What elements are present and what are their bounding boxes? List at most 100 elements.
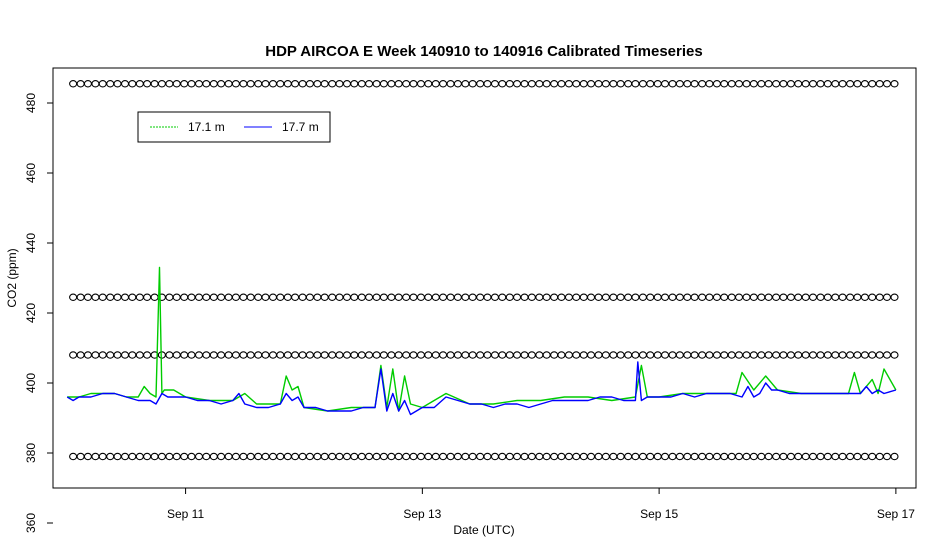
calibration-marker <box>394 80 403 88</box>
calibration-marker <box>846 293 855 301</box>
calibration-marker <box>335 351 344 359</box>
legend: 17.1 m 17.7 m <box>137 111 331 143</box>
calibration-marker <box>246 80 255 88</box>
calibration-marker <box>683 80 692 88</box>
calibration-marker <box>291 80 300 88</box>
calibration-marker <box>180 452 189 461</box>
calibration-marker <box>638 452 647 461</box>
calibration-marker <box>313 293 322 301</box>
calibration-marker <box>764 351 773 359</box>
calibration-marker <box>490 452 500 461</box>
calibration-marker <box>542 80 551 88</box>
calibration-marker <box>624 293 633 301</box>
calibration-marker <box>143 452 152 461</box>
series-line-17-1-m <box>67 266 897 412</box>
calibration-marker <box>601 351 610 359</box>
calibration-marker <box>416 351 426 359</box>
calibration-marker <box>498 452 507 461</box>
calibration-marker <box>846 452 855 461</box>
calibration-marker <box>98 80 107 88</box>
calibration-marker <box>690 351 699 359</box>
calibration-marker <box>128 80 137 88</box>
calibration-marker <box>535 293 544 301</box>
calibration-marker <box>202 351 211 359</box>
calibration-marker <box>668 80 677 88</box>
calibration-marker <box>224 452 233 461</box>
calibration-marker <box>609 80 618 88</box>
calibration-marker <box>305 293 314 301</box>
calibration-marker <box>335 80 344 88</box>
calibration-marker <box>217 80 226 88</box>
calibration-marker <box>313 351 322 359</box>
calibration-marker <box>409 80 418 88</box>
calibration-marker <box>616 351 625 359</box>
calibration-marker <box>76 452 85 461</box>
calibration-marker <box>542 293 551 301</box>
calibration-marker <box>461 452 470 461</box>
calibration-marker <box>638 293 647 301</box>
calibration-marker <box>217 293 226 301</box>
calibration-marker <box>624 80 633 88</box>
calibration-marker <box>690 80 699 88</box>
y-axis-label: CO2 (ppm) <box>5 248 19 307</box>
calibration-marker <box>572 80 581 88</box>
calibration-marker <box>690 452 699 461</box>
calibration-marker <box>860 452 869 461</box>
calibration-marker <box>157 80 166 88</box>
calibration-marker <box>291 293 300 301</box>
calibration-marker <box>749 452 758 461</box>
calibration-marker <box>638 351 647 359</box>
calibration-marker <box>764 293 773 301</box>
calibration-marker <box>616 293 625 301</box>
calibration-marker <box>187 293 196 301</box>
calibration-marker <box>76 80 85 88</box>
calibration-marker <box>254 80 263 88</box>
calibration-marker <box>120 293 130 301</box>
calibration-marker <box>520 351 529 359</box>
calibration-marker <box>527 351 536 359</box>
calibration-marker <box>675 452 684 461</box>
calibration-marker <box>372 80 381 88</box>
calibration-marker <box>698 80 707 88</box>
y-tick-label: 480 <box>24 93 38 113</box>
calibration-marker <box>387 452 396 461</box>
calibration-marker <box>653 80 662 88</box>
calibration-marker <box>268 80 278 88</box>
calibration-marker <box>194 80 204 88</box>
calibration-marker <box>231 452 240 461</box>
calibration-marker <box>365 80 374 88</box>
calibration-marker <box>439 452 448 461</box>
calibration-marker <box>446 293 455 301</box>
calibration-marker <box>772 80 781 88</box>
calibration-marker <box>890 293 899 301</box>
calibration-marker <box>498 80 507 88</box>
calibration-marker <box>217 452 226 461</box>
calibration-marker <box>749 293 758 301</box>
calibration-marker <box>409 351 418 359</box>
calibration-marker <box>705 351 714 359</box>
calibration-marker <box>106 80 115 88</box>
calibration-marker <box>106 351 115 359</box>
calibration-marker <box>513 351 522 359</box>
plot-frame <box>52 67 917 489</box>
calibration-marker <box>557 351 566 359</box>
calibration-marker <box>91 293 100 301</box>
calibration-marker <box>505 293 514 301</box>
calibration-marker <box>705 80 714 88</box>
calibration-marker <box>128 293 137 301</box>
calibration-marker <box>476 80 485 88</box>
calibration-marker <box>165 351 174 359</box>
calibration-marker <box>742 293 751 301</box>
calibration-marker <box>712 351 721 359</box>
calibration-marker <box>550 80 559 88</box>
calibration-marker <box>579 80 588 88</box>
calibration-marker <box>224 80 233 88</box>
calibration-marker <box>527 452 536 461</box>
calibration-marker <box>675 80 684 88</box>
calibration-marker <box>868 293 877 301</box>
calibration-marker <box>350 80 359 88</box>
calibration-marker <box>342 293 352 301</box>
calibration-marker <box>224 293 233 301</box>
calibration-marker <box>846 351 855 359</box>
calibration-marker <box>520 80 529 88</box>
